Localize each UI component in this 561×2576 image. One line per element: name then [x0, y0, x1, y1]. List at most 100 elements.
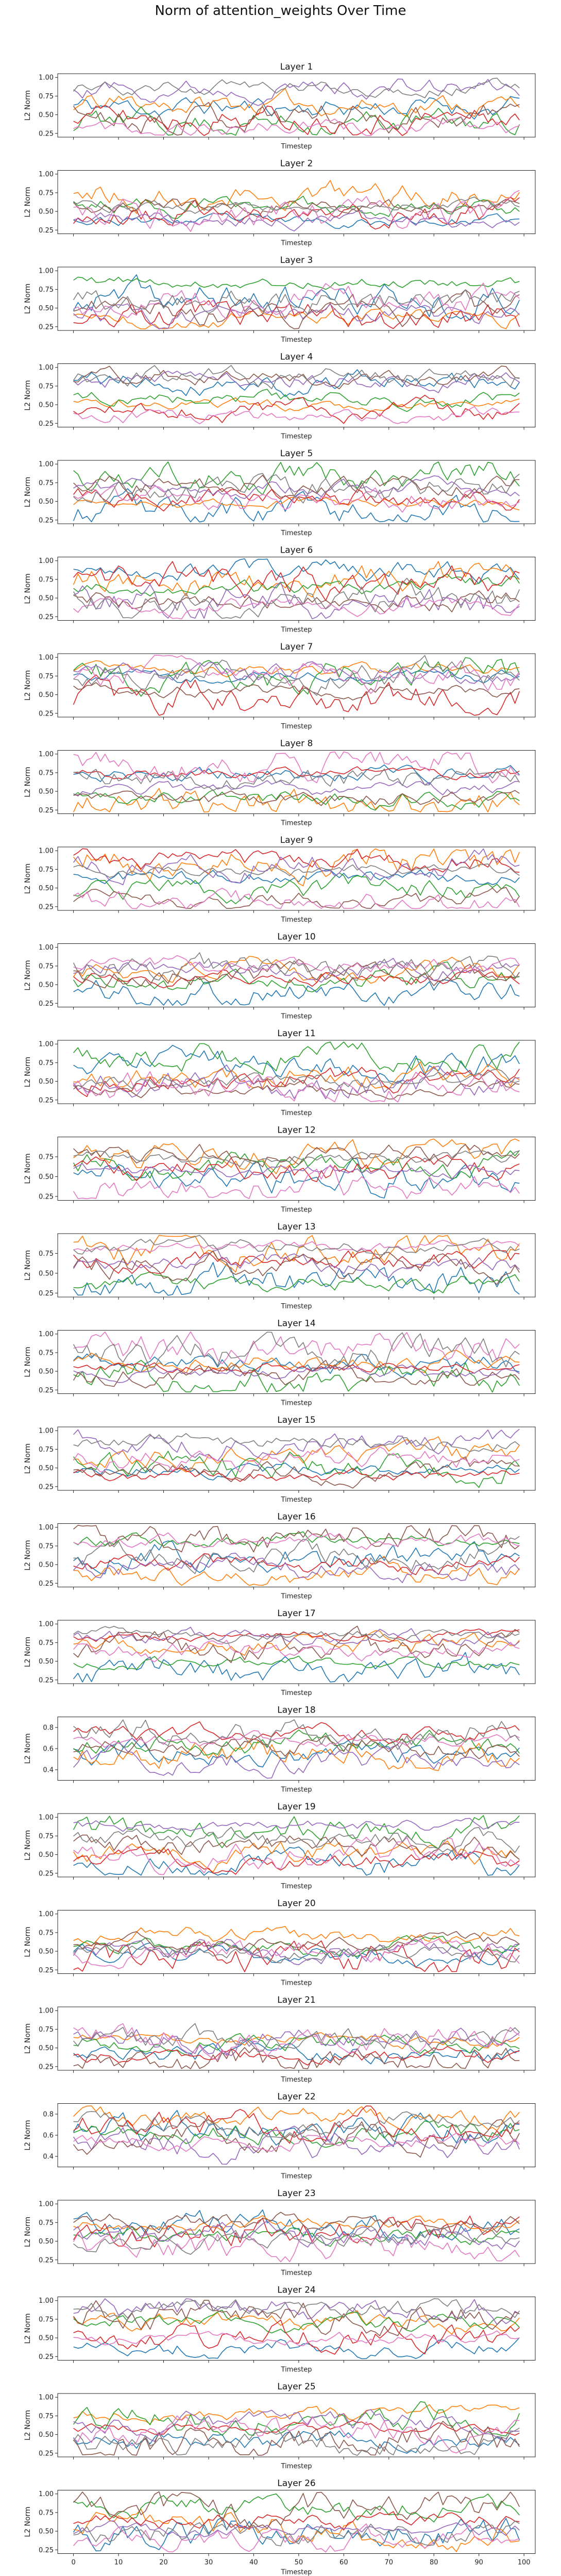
y-tick-label-8-2: 0.75	[39, 769, 54, 777]
x-axis-label-9: Timestep	[281, 916, 312, 924]
y-tick-label-2-1: 0.50	[39, 208, 54, 216]
series-line-19-3	[73, 1815, 520, 1849]
y-tick-label-2-2: 0.75	[39, 189, 54, 197]
y-axis-label-6: L2 Norm	[24, 573, 32, 604]
subplot-title-5: Layer 5	[280, 448, 313, 459]
series-line-24-3	[73, 2309, 520, 2334]
x-tick-label-3: 30	[205, 2559, 213, 2567]
subplot-frame-14	[57, 1330, 536, 1394]
y-tick-label-10-2: 0.75	[39, 962, 54, 970]
y-tick-label-4-1: 0.50	[39, 402, 54, 409]
series-line-6-8	[73, 577, 520, 619]
series-line-25-8	[73, 2428, 520, 2456]
subplot-title-8: Layer 8	[280, 739, 313, 749]
y-tick-label-18-1: 0.6	[43, 1746, 54, 1753]
series-line-3-2	[73, 307, 520, 329]
series-line-22-5	[73, 2125, 520, 2165]
subplot-title-17: Layer 17	[277, 1608, 315, 1619]
series-line-15-3	[73, 1451, 520, 1488]
series-line-19-1	[73, 1847, 520, 1876]
x-tick-label-9: 90	[474, 2559, 483, 2567]
y-axis-label-11: L2 Norm	[24, 1057, 32, 1087]
subplot-frame-18	[57, 1717, 536, 1781]
y-tick-label-12-0: 0.25	[39, 1193, 54, 1201]
series-line-14-3	[73, 1360, 520, 1393]
subplot-frame-6	[57, 557, 536, 621]
series-line-6-1	[73, 558, 520, 584]
y-tick-label-21-3: 1.00	[39, 2007, 54, 2015]
y-tick-label-24-0: 0.25	[39, 2353, 54, 2361]
series-line-10-8	[73, 952, 520, 981]
series-line-23-5	[73, 2220, 520, 2250]
subplot-frame-11	[57, 1040, 536, 1104]
series-line-15-1	[73, 1462, 520, 1481]
y-axis-label-21: L2 Norm	[24, 2023, 32, 2054]
series-line-20-8	[73, 1945, 520, 1964]
y-tick-label-23-1: 0.50	[39, 2238, 54, 2246]
y-tick-label-18-0: 0.4	[43, 1767, 54, 1774]
x-axis-label-19: Timestep	[281, 1883, 312, 1890]
series-line-2-7	[73, 190, 520, 232]
y-tick-label-19-2: 0.75	[39, 1833, 54, 1840]
series-line-20-4	[73, 1940, 520, 1972]
series-line-14-4	[73, 1362, 520, 1374]
y-tick-label-21-2: 0.75	[39, 2026, 54, 2034]
y-tick-label-16-2: 0.75	[39, 1542, 54, 1550]
y-tick-label-25-0: 0.25	[39, 2450, 54, 2457]
series-line-3-3	[73, 276, 520, 290]
x-tick-label-1: 10	[114, 2559, 123, 2567]
y-tick-label-12-2: 0.75	[39, 1153, 54, 1161]
series-line-25-2	[73, 2404, 520, 2425]
series-line-11-3	[73, 1041, 520, 1075]
x-axis-label-7: Timestep	[281, 723, 312, 730]
x-tick-label-7: 70	[385, 2559, 394, 2567]
series-line-21-6	[73, 2047, 520, 2069]
series-line-21-1	[73, 2039, 520, 2065]
y-tick-label-21-1: 0.50	[39, 2045, 54, 2052]
x-tick-label-5: 50	[295, 2559, 303, 2567]
y-axis-label-5: L2 Norm	[24, 477, 32, 507]
series-line-25-4	[73, 2420, 520, 2436]
series-line-16-8	[73, 1536, 520, 1574]
y-axis-label-18: L2 Norm	[24, 1733, 32, 1764]
series-line-26-7	[73, 2523, 520, 2553]
series-line-10-5	[73, 958, 520, 983]
subplot-frame-22	[57, 2103, 536, 2167]
x-axis-label-1: Timestep	[281, 143, 312, 151]
series-line-15-5	[73, 1428, 520, 1461]
y-axis-label-23: L2 Norm	[24, 2217, 32, 2247]
series-line-6-4	[73, 561, 520, 601]
series-line-3-1	[73, 274, 520, 321]
series-line-4-3	[73, 389, 520, 412]
y-tick-label-22-0: 0.4	[43, 2153, 54, 2161]
y-tick-label-25-1: 0.50	[39, 2431, 54, 2439]
y-tick-label-19-0: 0.25	[39, 1870, 54, 1877]
y-tick-label-10-0: 0.25	[39, 1000, 54, 1008]
y-tick-label-2-0: 0.25	[39, 227, 54, 235]
subplot-title-13: Layer 13	[277, 1222, 315, 1232]
series-line-16-5	[73, 1553, 520, 1583]
series-line-9-6	[73, 887, 520, 909]
y-tick-label-1-1: 0.50	[39, 111, 54, 119]
series-line-11-6	[73, 1079, 520, 1100]
series-line-12-2	[73, 1138, 520, 1174]
series-line-2-1	[73, 212, 520, 229]
series-line-24-4	[73, 2319, 520, 2355]
x-axis-label-16: Timestep	[281, 1593, 312, 1601]
y-tick-label-18-2: 0.8	[43, 1724, 54, 1732]
series-line-13-8	[73, 1235, 520, 1256]
series-line-7-6	[73, 682, 520, 701]
series-line-25-3	[73, 2401, 520, 2437]
subplot-title-3: Layer 3	[280, 255, 313, 265]
subplot-frame-4	[57, 363, 536, 427]
series-line-4-1	[73, 369, 520, 397]
series-line-24-6	[73, 2300, 520, 2336]
series-line-13-1	[73, 1262, 520, 1296]
series-line-17-5	[73, 1626, 520, 1646]
subplot-title-7: Layer 7	[280, 642, 313, 652]
y-tick-label-20-0: 0.25	[39, 1967, 54, 1974]
series-line-25-5	[73, 2409, 520, 2442]
series-line-1-6	[73, 102, 520, 136]
y-tick-label-7-1: 0.50	[39, 691, 54, 699]
